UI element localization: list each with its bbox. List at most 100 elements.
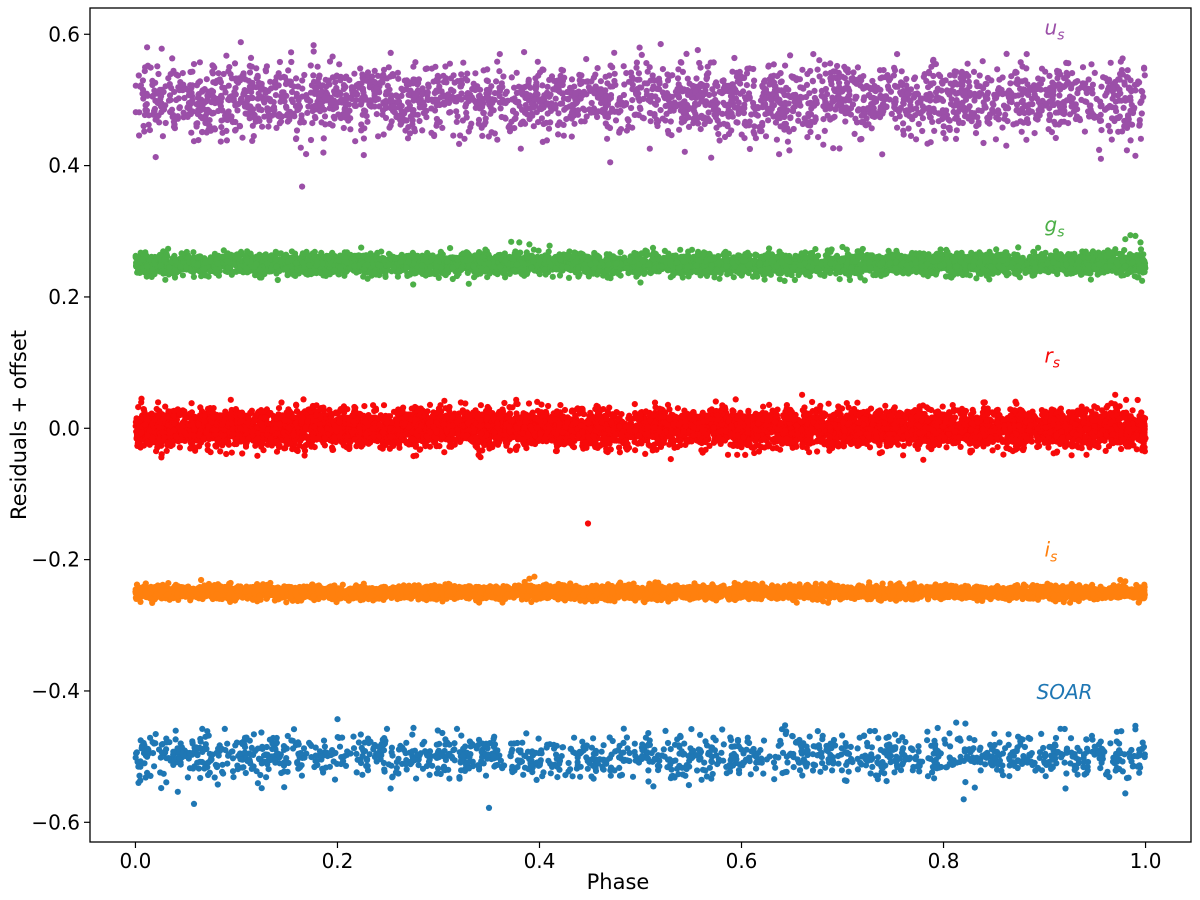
data-point xyxy=(581,107,588,114)
data-point xyxy=(1091,114,1098,121)
data-point xyxy=(643,60,650,67)
data-point xyxy=(412,90,420,97)
data-point xyxy=(578,118,585,125)
data-point xyxy=(453,118,460,125)
data-point xyxy=(962,112,969,120)
data-point xyxy=(244,96,251,104)
data-point xyxy=(716,88,723,95)
data-point xyxy=(953,127,960,134)
data-point xyxy=(359,85,366,92)
data-point xyxy=(517,145,524,152)
series-u-s xyxy=(132,39,1148,190)
data-point xyxy=(877,75,884,82)
data-point xyxy=(803,81,811,88)
data-point xyxy=(167,71,174,78)
data-point xyxy=(383,89,390,96)
data-point xyxy=(1058,119,1065,126)
data-point xyxy=(476,105,483,112)
data-point xyxy=(181,94,188,102)
data-point xyxy=(193,120,200,127)
data-point xyxy=(984,89,992,96)
data-point xyxy=(239,134,246,141)
data-point xyxy=(560,132,567,139)
data-point-outlier xyxy=(152,154,159,161)
data-point xyxy=(830,98,837,105)
data-point xyxy=(518,119,525,126)
data-point xyxy=(703,74,711,81)
data-point xyxy=(435,88,442,95)
data-point xyxy=(841,85,848,92)
data-point xyxy=(734,119,741,126)
data-point xyxy=(512,98,519,105)
data-point xyxy=(203,129,210,136)
data-point xyxy=(249,122,256,129)
data-point xyxy=(870,99,877,106)
data-point xyxy=(992,136,1000,143)
data-point xyxy=(612,117,620,124)
data-point xyxy=(984,114,991,121)
data-point xyxy=(288,81,295,89)
data-point xyxy=(1015,244,1022,251)
data-point xyxy=(304,109,311,116)
data-point xyxy=(325,77,332,84)
data-point xyxy=(759,122,766,129)
data-point xyxy=(257,93,264,100)
data-point xyxy=(195,137,202,144)
data-point xyxy=(609,83,616,90)
data-point xyxy=(521,49,528,56)
data-point xyxy=(679,68,687,75)
data-point xyxy=(303,92,310,99)
data-point xyxy=(259,123,266,130)
data-point xyxy=(491,130,498,137)
data-point xyxy=(158,93,165,100)
data-point xyxy=(604,135,611,142)
data-point xyxy=(411,128,418,135)
data-point xyxy=(500,73,507,80)
data-point xyxy=(382,97,389,105)
data-point xyxy=(602,87,609,94)
data-point xyxy=(743,122,750,129)
data-point xyxy=(155,70,162,78)
data-point xyxy=(1031,87,1038,94)
data-point xyxy=(443,79,450,86)
data-point xyxy=(946,117,953,124)
data-point xyxy=(468,120,475,127)
data-point xyxy=(748,111,755,118)
data-point xyxy=(651,77,659,84)
data-point xyxy=(1097,117,1105,124)
data-point xyxy=(210,79,217,86)
data-point xyxy=(185,111,192,118)
data-point xyxy=(1025,91,1032,98)
data-point xyxy=(628,73,636,80)
data-point xyxy=(450,72,457,79)
data-point xyxy=(940,114,947,121)
data-point xyxy=(607,94,614,101)
data-point xyxy=(303,151,310,158)
data-point xyxy=(160,106,168,113)
data-point xyxy=(307,62,314,69)
data-point xyxy=(268,112,275,119)
data-point xyxy=(1125,85,1132,92)
data-point xyxy=(136,109,143,116)
data-point xyxy=(750,65,757,73)
data-point xyxy=(1136,79,1143,86)
data-point xyxy=(898,91,905,98)
data-point xyxy=(407,113,414,120)
data-point xyxy=(309,120,316,127)
data-point xyxy=(419,127,426,134)
data-point xyxy=(633,59,641,66)
data-point xyxy=(1069,70,1076,77)
data-point xyxy=(289,98,296,106)
data-point xyxy=(457,83,464,90)
data-point xyxy=(654,85,661,92)
data-point xyxy=(980,139,987,147)
data-point xyxy=(609,64,616,71)
data-point xyxy=(804,70,811,78)
data-point xyxy=(538,106,545,113)
data-point xyxy=(719,110,726,117)
data-point xyxy=(797,84,804,91)
data-point xyxy=(334,91,341,98)
data-point xyxy=(1107,59,1114,66)
data-point xyxy=(482,115,489,122)
data-point xyxy=(353,89,360,96)
